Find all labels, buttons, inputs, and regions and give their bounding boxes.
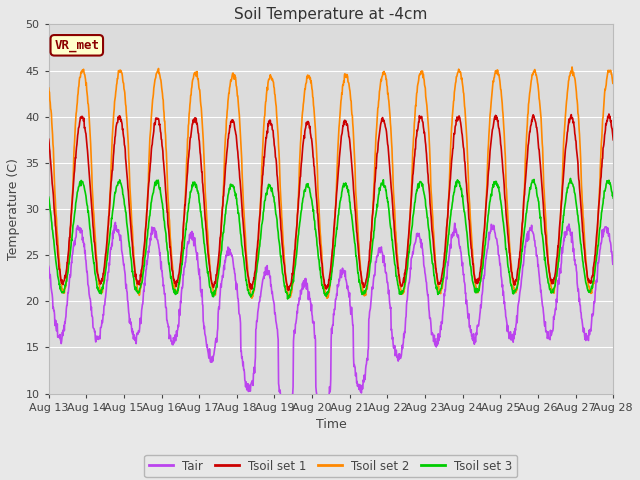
- Text: VR_met: VR_met: [54, 39, 99, 52]
- Title: Soil Temperature at -4cm: Soil Temperature at -4cm: [234, 7, 428, 22]
- X-axis label: Time: Time: [316, 418, 346, 431]
- Legend: Tair, Tsoil set 1, Tsoil set 2, Tsoil set 3: Tair, Tsoil set 1, Tsoil set 2, Tsoil se…: [145, 455, 517, 477]
- Y-axis label: Temperature (C): Temperature (C): [7, 158, 20, 260]
